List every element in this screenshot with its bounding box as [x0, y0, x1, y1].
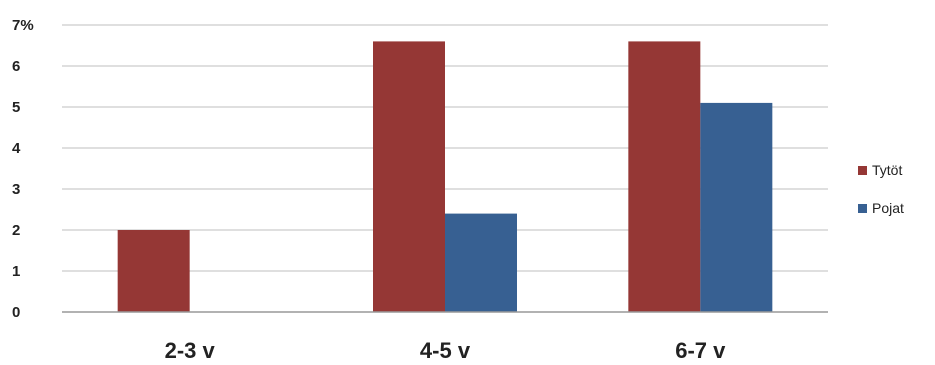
x-axis-labels: 2-3 v 4-5 v 6-7 v: [165, 338, 727, 363]
bar-tytöt-1: [118, 230, 190, 312]
bar-pojat-3: [700, 103, 772, 312]
legend-label: Tytöt: [872, 162, 902, 178]
legend-swatch: [858, 204, 867, 213]
y-tick-label: 4: [12, 140, 21, 157]
y-tick-label: 3: [12, 181, 20, 198]
legend: Tytöt Pojat: [858, 162, 904, 216]
y-tick-label: 1: [12, 263, 20, 280]
y-tick-label: 0: [12, 304, 20, 321]
bar-tytöt-3: [628, 41, 700, 312]
x-tick-label: 2-3 v: [165, 338, 216, 363]
y-tick-label: 6: [12, 58, 20, 75]
y-tick-label: 2: [12, 222, 20, 239]
y-axis: 0 1 2 3 4 5 6 7%: [12, 17, 34, 321]
bar-pojat-2: [445, 214, 517, 312]
bar-tytöt-2: [373, 41, 445, 312]
y-tick-label: 5: [12, 99, 20, 116]
y-tick-label: 7%: [12, 17, 34, 34]
x-tick-label: 6-7 v: [675, 338, 726, 363]
legend-swatch: [858, 166, 867, 175]
x-tick-label: 4-5 v: [420, 338, 471, 363]
legend-label: Pojat: [872, 200, 904, 216]
